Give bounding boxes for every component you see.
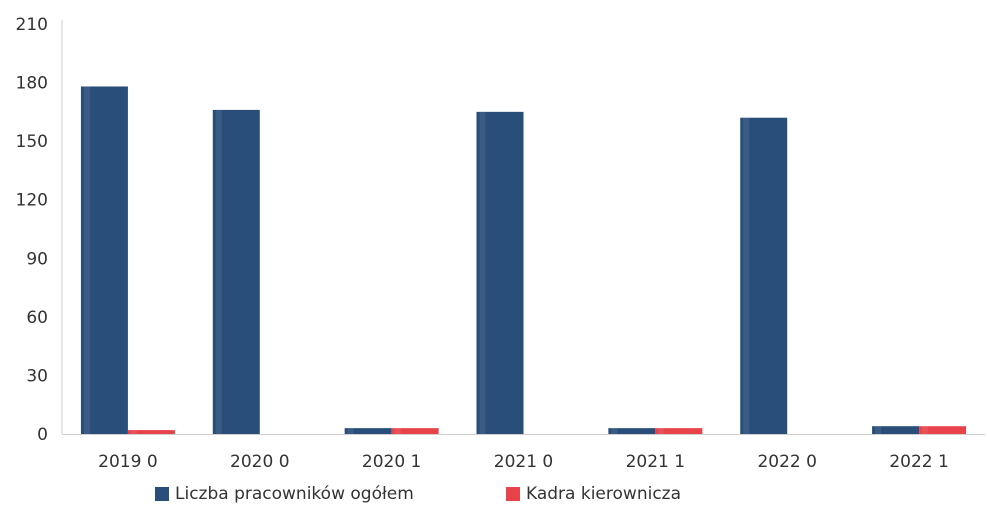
- legend-item-total: Liczba pracowników ogółem: [155, 484, 414, 504]
- bar-highlight: [215, 109, 222, 435]
- bar-highlight: [130, 430, 137, 434]
- x-tick-label: 2019 0: [98, 452, 157, 472]
- y-axis: 0 30 60 90 120 150 180 210: [16, 15, 63, 445]
- y-tick-label: 0: [37, 425, 48, 445]
- bar-highlight: [479, 111, 486, 434]
- bar-total: [608, 428, 656, 434]
- x-tick-label: 2020 1: [362, 452, 421, 472]
- x-tick-label: 2022 0: [757, 452, 816, 472]
- bar-managers: [919, 426, 967, 434]
- y-tick-label: 150: [16, 132, 48, 152]
- y-tick-label: 90: [26, 249, 48, 269]
- bar-total: [476, 111, 524, 434]
- y-tick-label: 120: [16, 191, 48, 211]
- bar-highlight: [743, 117, 750, 434]
- bar-highlight: [611, 428, 618, 434]
- bar-managers: [655, 428, 703, 434]
- bar-highlight: [347, 428, 354, 434]
- x-tick-label: 2021 1: [626, 452, 685, 472]
- legend-swatch-total: [155, 487, 169, 501]
- legend-label-managers: Kadra kierownicza: [526, 484, 682, 504]
- legend-item-managers: Kadra kierownicza: [506, 484, 681, 504]
- y-tick-label: 210: [16, 15, 48, 35]
- x-tick-label: 2020 0: [230, 452, 289, 472]
- bar-total: [344, 428, 392, 434]
- bar-highlight: [875, 426, 882, 434]
- x-tick-label: 2022 1: [889, 452, 948, 472]
- bar-highlight: [922, 426, 929, 434]
- bar-highlight: [394, 428, 401, 434]
- legend-label-total: Liczba pracowników ogółem: [175, 484, 414, 504]
- bar-total: [740, 117, 788, 434]
- bar-total: [872, 426, 920, 434]
- y-tick-label: 60: [26, 308, 48, 328]
- bar-managers: [127, 430, 175, 434]
- legend: Liczba pracowników ogółem Kadra kierowni…: [0, 484, 987, 508]
- x-axis: 2019 0 2020 0 2020 1 2021 0 2021 1 2022 0 2022…: [62, 434, 985, 472]
- bar-managers: [391, 428, 439, 434]
- bar-highlight: [83, 86, 90, 434]
- bar-total: [80, 86, 128, 434]
- bar-highlight: [658, 428, 665, 434]
- y-tick-label: 180: [16, 74, 48, 94]
- y-tick-label: 30: [26, 366, 48, 386]
- bars: [80, 86, 967, 435]
- bar-total: [212, 109, 260, 435]
- legend-swatch-managers: [506, 487, 520, 501]
- x-tick-label: 2021 0: [494, 452, 553, 472]
